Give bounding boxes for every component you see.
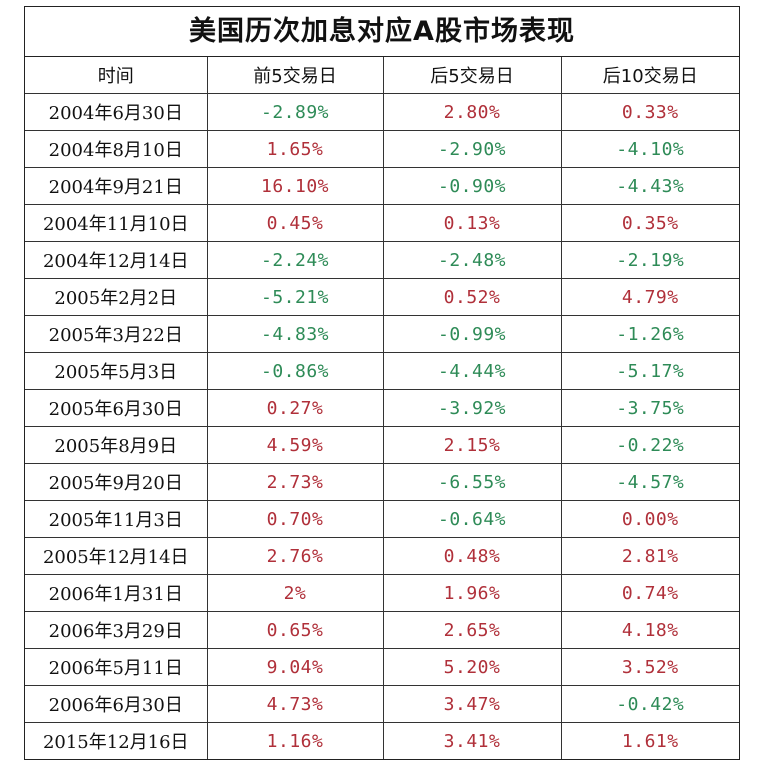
post5-cell: -3.92% (382, 389, 562, 427)
post10-cell: -4.57% (560, 463, 739, 501)
post10-cell: 1.61% (560, 722, 739, 759)
post10-cell: 0.74% (560, 574, 739, 612)
date-cell: 2005年12月14日 (25, 537, 208, 575)
post5-cell: 5.20% (382, 648, 562, 686)
table-row: 2005年11月3日 0.70% -0.64% 0.00% (25, 500, 739, 538)
table-row: 2006年6月30日 4.73% 3.47% -0.42% (25, 685, 739, 723)
post10-cell: 2.81% (560, 537, 739, 575)
post5-cell: 0.48% (382, 537, 562, 575)
table-row: 2004年6月30日 -2.89% 2.80% 0.33% (25, 93, 739, 131)
date-cell: 2004年12月14日 (25, 241, 208, 279)
pre5-cell: 0.45% (206, 204, 384, 242)
post10-cell: -5.17% (560, 352, 739, 390)
post10-cell: 3.52% (560, 648, 739, 686)
date-cell: 2005年9月20日 (25, 463, 208, 501)
header-post5: 后5交易日 (382, 57, 562, 94)
post10-cell: 4.18% (560, 611, 739, 649)
post10-cell: 0.35% (560, 204, 739, 242)
pre5-cell: 1.16% (206, 722, 384, 759)
table-row: 2005年5月3日 -0.86% -4.44% -5.17% (25, 352, 739, 390)
post10-cell: -3.75% (560, 389, 739, 427)
table-row: 2004年12月14日 -2.24% -2.48% -2.19% (25, 241, 739, 279)
stock-table-sheet: 美国历次加息对应A股市场表现 时间 前5交易日 后5交易日 后10交易日 200… (24, 6, 740, 760)
post10-cell: 0.00% (560, 500, 739, 538)
table-row: 2015年12月16日 1.16% 3.41% 1.61% (25, 722, 739, 759)
table-row: 2004年9月21日 16.10% -0.90% -4.43% (25, 167, 739, 205)
post10-cell: -4.43% (560, 167, 739, 205)
post5-cell: 2.15% (382, 426, 562, 464)
table-row: 2005年8月9日 4.59% 2.15% -0.22% (25, 426, 739, 464)
header-post10: 后10交易日 (560, 57, 739, 94)
post5-cell: -4.44% (382, 352, 562, 390)
post10-cell: -0.42% (560, 685, 739, 723)
date-cell: 2005年5月3日 (25, 352, 208, 390)
pre5-cell: 0.65% (206, 611, 384, 649)
pre5-cell: -2.24% (206, 241, 384, 279)
post10-cell: 0.33% (560, 93, 739, 131)
pre5-cell: 1.65% (206, 130, 384, 168)
date-cell: 2005年3月22日 (25, 315, 208, 353)
header-date: 时间 (25, 57, 208, 94)
post10-cell: -1.26% (560, 315, 739, 353)
post5-cell: -2.48% (382, 241, 562, 279)
pre5-cell: 4.73% (206, 685, 384, 723)
header-pre5: 前5交易日 (206, 57, 384, 94)
post5-cell: 0.52% (382, 278, 562, 316)
post5-cell: -0.64% (382, 500, 562, 538)
post5-cell: -0.90% (382, 167, 562, 205)
table-row: 2005年3月22日 -4.83% -0.99% -1.26% (25, 315, 739, 353)
date-cell: 2004年8月10日 (25, 130, 208, 168)
date-cell: 2006年5月11日 (25, 648, 208, 686)
pre5-cell: 2.76% (206, 537, 384, 575)
date-cell: 2004年6月30日 (25, 93, 208, 131)
date-cell: 2005年8月9日 (25, 426, 208, 464)
table-body: 2004年6月30日 -2.89% 2.80% 0.33% 2004年8月10日 1.65… (25, 93, 739, 759)
post10-cell: 4.79% (560, 278, 739, 316)
table-row: 2005年12月14日 2.76% 0.48% 2.81% (25, 537, 739, 575)
date-cell: 2006年6月30日 (25, 685, 208, 723)
date-cell: 2004年11月10日 (25, 204, 208, 242)
post5-cell: 1.96% (382, 574, 562, 612)
post5-cell: -0.99% (382, 315, 562, 353)
table-row: 2004年8月10日 1.65% -2.90% -4.10% (25, 130, 739, 168)
date-cell: 2005年11月3日 (25, 500, 208, 538)
table-row: 2005年2月2日 -5.21% 0.52% 4.79% (25, 278, 739, 316)
date-cell: 2005年2月2日 (25, 278, 208, 316)
date-cell: 2005年6月30日 (25, 389, 208, 427)
table-row: 2006年3月29日 0.65% 2.65% 4.18% (25, 611, 739, 649)
table-row: 2005年9月20日 2.73% -6.55% -4.57% (25, 463, 739, 501)
post5-cell: 3.41% (382, 722, 562, 759)
date-cell: 2004年9月21日 (25, 167, 208, 205)
data-table: 时间 前5交易日 后5交易日 后10交易日 2004年6月30日 -2.89% 2.… (25, 57, 739, 759)
pre5-cell: 2.73% (206, 463, 384, 501)
pre5-cell: 0.27% (206, 389, 384, 427)
date-cell: 2006年3月29日 (25, 611, 208, 649)
pre5-cell: -5.21% (206, 278, 384, 316)
date-cell: 2006年1月31日 (25, 574, 208, 612)
pre5-cell: 16.10% (206, 167, 384, 205)
post5-cell: 2.65% (382, 611, 562, 649)
table-row: 2004年11月10日 0.45% 0.13% 0.35% (25, 204, 739, 242)
table-row: 2006年1月31日 2% 1.96% 0.74% (25, 574, 739, 612)
post10-cell: -2.19% (560, 241, 739, 279)
post5-cell: -6.55% (382, 463, 562, 501)
date-cell: 2015年12月16日 (25, 722, 208, 759)
pre5-cell: -4.83% (206, 315, 384, 353)
pre5-cell: 9.04% (206, 648, 384, 686)
post5-cell: -2.90% (382, 130, 562, 168)
pre5-cell: -2.89% (206, 93, 384, 131)
post5-cell: 2.80% (382, 93, 562, 131)
post10-cell: -0.22% (560, 426, 739, 464)
pre5-cell: 4.59% (206, 426, 384, 464)
pre5-cell: -0.86% (206, 352, 384, 390)
pre5-cell: 2% (206, 574, 384, 612)
pre5-cell: 0.70% (206, 500, 384, 538)
table-row: 2006年5月11日 9.04% 5.20% 3.52% (25, 648, 739, 686)
post5-cell: 3.47% (382, 685, 562, 723)
post5-cell: 0.13% (382, 204, 562, 242)
header-row: 时间 前5交易日 后5交易日 后10交易日 (25, 57, 739, 94)
table-title: 美国历次加息对应A股市场表现 (25, 7, 739, 57)
post10-cell: -4.10% (560, 130, 739, 168)
table-row: 2005年6月30日 0.27% -3.92% -3.75% (25, 389, 739, 427)
